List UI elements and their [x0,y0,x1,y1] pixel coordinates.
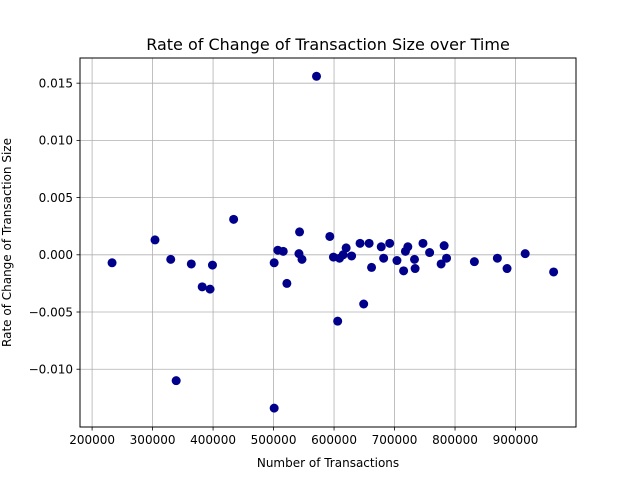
data-point [425,248,435,258]
y-axis-label: Rate of Change of Transaction Size [0,138,14,347]
data-point [297,254,307,264]
data-point [379,253,389,263]
data-point [333,316,343,326]
data-point [364,238,374,248]
data-point [341,243,351,253]
data-point [520,249,530,259]
data-point [269,403,279,413]
x-tick-label: 300000 [130,433,176,447]
x-axis-label: Number of Transactions [257,456,399,470]
data-point [469,257,479,267]
x-tick-label: 900000 [493,433,539,447]
data-point [150,235,160,245]
data-point [347,251,357,261]
data-point [229,214,239,224]
data-points [107,71,559,413]
data-point [409,254,419,264]
data-point [325,231,335,241]
data-point [269,258,279,268]
data-point [338,250,348,260]
data-point [492,253,502,263]
data-point [359,299,369,309]
data-point [197,282,207,292]
data-point [355,238,365,248]
x-tick-label: 700000 [372,433,418,447]
x-tick-label: 400000 [190,433,236,447]
data-point [166,254,176,264]
y-axis-ticks: −0.010 −0.005 0.000 0.005 0.010 0.015 [29,76,80,377]
data-point [376,242,386,252]
data-point [171,376,181,386]
x-tick-label: 800000 [432,433,478,447]
y-tick-label: 0.005 [39,191,73,205]
data-point [107,258,117,268]
plot-frame [79,57,577,428]
data-point [502,264,512,274]
data-point [312,71,322,81]
data-point [207,260,217,270]
data-point [418,238,428,248]
x-tick-label: 600000 [311,433,357,447]
data-point [278,246,288,256]
data-point [186,259,196,269]
data-point [367,262,377,272]
data-point [549,267,559,277]
data-point [392,256,402,266]
data-point [385,238,395,248]
data-point [295,227,305,237]
data-point [205,284,215,294]
y-tick-label: −0.010 [29,363,73,377]
y-tick-label: 0.000 [39,248,73,262]
y-tick-label: 0.015 [39,76,73,90]
data-point [436,259,446,269]
y-tick-label: 0.010 [39,134,73,148]
x-tick-label: 500000 [251,433,297,447]
data-point [410,264,420,274]
data-point [403,242,413,252]
chart-title: Rate of Change of Transaction Size over … [146,35,510,54]
data-point [439,241,449,251]
x-tick-label: 200000 [69,433,115,447]
data-point [442,253,452,263]
grid-lines [80,58,576,427]
x-axis-ticks: 200000 300000 400000 500000 600000 700000 8000… [69,427,538,447]
data-point [399,266,409,276]
y-tick-label: −0.005 [29,305,73,319]
data-point [282,278,292,288]
